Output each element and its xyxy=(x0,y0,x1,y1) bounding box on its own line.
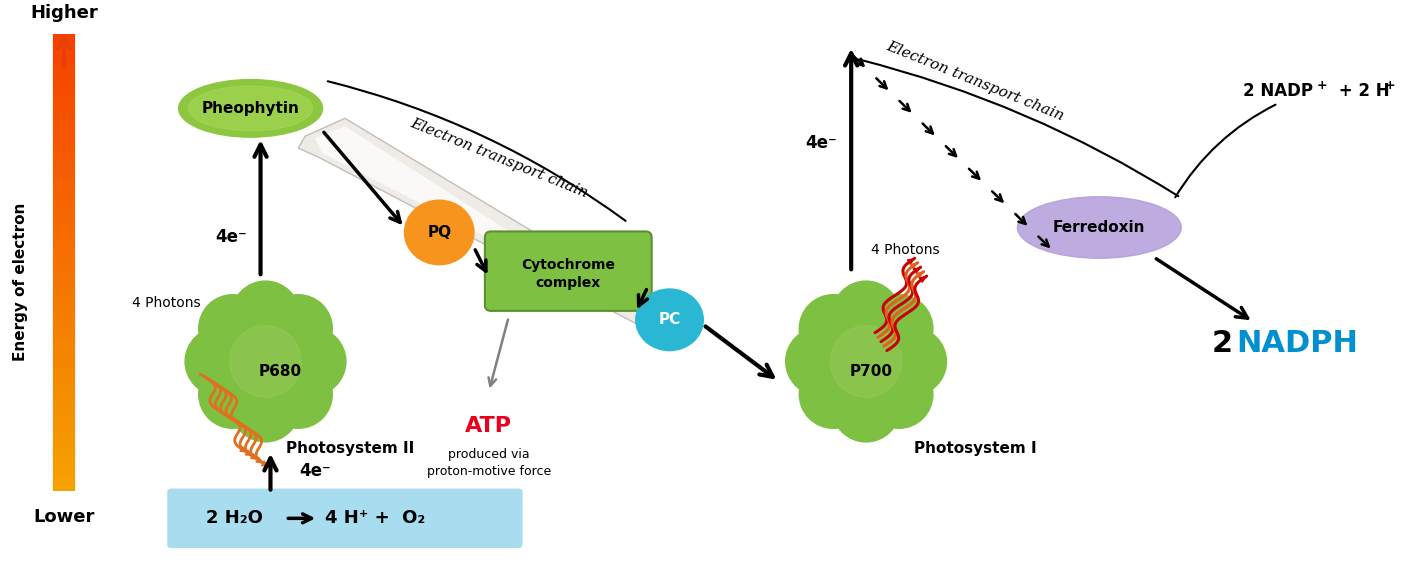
Text: P700: P700 xyxy=(850,364,893,379)
Text: P680: P680 xyxy=(259,364,301,379)
Text: Photosystem II: Photosystem II xyxy=(286,441,414,456)
Circle shape xyxy=(785,328,854,395)
Text: Electron transport chain: Electron transport chain xyxy=(885,39,1066,124)
Circle shape xyxy=(231,281,300,349)
Ellipse shape xyxy=(178,80,322,137)
Circle shape xyxy=(865,360,932,428)
Polygon shape xyxy=(299,118,658,330)
Text: 4e⁻: 4e⁻ xyxy=(215,228,247,246)
Text: Electron transport chain: Electron transport chain xyxy=(408,116,590,200)
Text: Lower: Lower xyxy=(34,508,95,526)
Text: ATP: ATP xyxy=(465,416,512,436)
Circle shape xyxy=(230,326,301,397)
Circle shape xyxy=(833,374,900,442)
Ellipse shape xyxy=(189,86,313,131)
Circle shape xyxy=(199,295,266,363)
Circle shape xyxy=(817,312,916,411)
Circle shape xyxy=(265,360,332,428)
Text: NADPH: NADPH xyxy=(1237,329,1359,358)
Circle shape xyxy=(833,281,900,349)
Text: 2 NADP: 2 NADP xyxy=(1244,82,1314,100)
Text: 4 Photons: 4 Photons xyxy=(132,296,200,310)
Text: Cytochrome
complex: Cytochrome complex xyxy=(522,258,615,290)
Circle shape xyxy=(799,295,868,363)
Circle shape xyxy=(216,312,314,411)
Circle shape xyxy=(799,360,868,428)
Text: Higher: Higher xyxy=(29,4,98,22)
Text: 2 H₂O: 2 H₂O xyxy=(206,509,262,527)
Text: + 2 H: + 2 H xyxy=(1333,82,1389,100)
Text: 4e⁻: 4e⁻ xyxy=(806,134,837,152)
Text: PQ: PQ xyxy=(428,225,451,240)
Text: Photosystem I: Photosystem I xyxy=(914,441,1036,456)
Text: PC: PC xyxy=(659,312,680,327)
Circle shape xyxy=(278,328,346,395)
Text: 4 H⁺ +  O₂: 4 H⁺ + O₂ xyxy=(325,509,425,527)
FancyBboxPatch shape xyxy=(167,488,523,548)
Circle shape xyxy=(265,295,332,363)
Text: +: + xyxy=(1384,79,1395,92)
Ellipse shape xyxy=(1018,197,1182,258)
Text: Ferredoxin: Ferredoxin xyxy=(1053,220,1145,235)
Circle shape xyxy=(231,374,300,442)
Text: 4 Photons: 4 Photons xyxy=(872,243,941,257)
FancyBboxPatch shape xyxy=(485,231,652,311)
Text: +: + xyxy=(1316,79,1328,92)
Ellipse shape xyxy=(405,200,474,265)
Text: produced via
proton-motive force: produced via proton-motive force xyxy=(426,448,551,478)
Ellipse shape xyxy=(635,289,704,351)
Text: Energy of electron: Energy of electron xyxy=(13,203,28,362)
Circle shape xyxy=(879,328,946,395)
Text: 2: 2 xyxy=(1211,329,1244,358)
Circle shape xyxy=(199,360,266,428)
Text: Pheophytin: Pheophytin xyxy=(202,101,300,116)
Circle shape xyxy=(865,295,932,363)
Circle shape xyxy=(830,326,901,397)
Text: 4e⁻: 4e⁻ xyxy=(299,462,331,479)
Circle shape xyxy=(185,328,252,395)
Polygon shape xyxy=(315,126,642,317)
